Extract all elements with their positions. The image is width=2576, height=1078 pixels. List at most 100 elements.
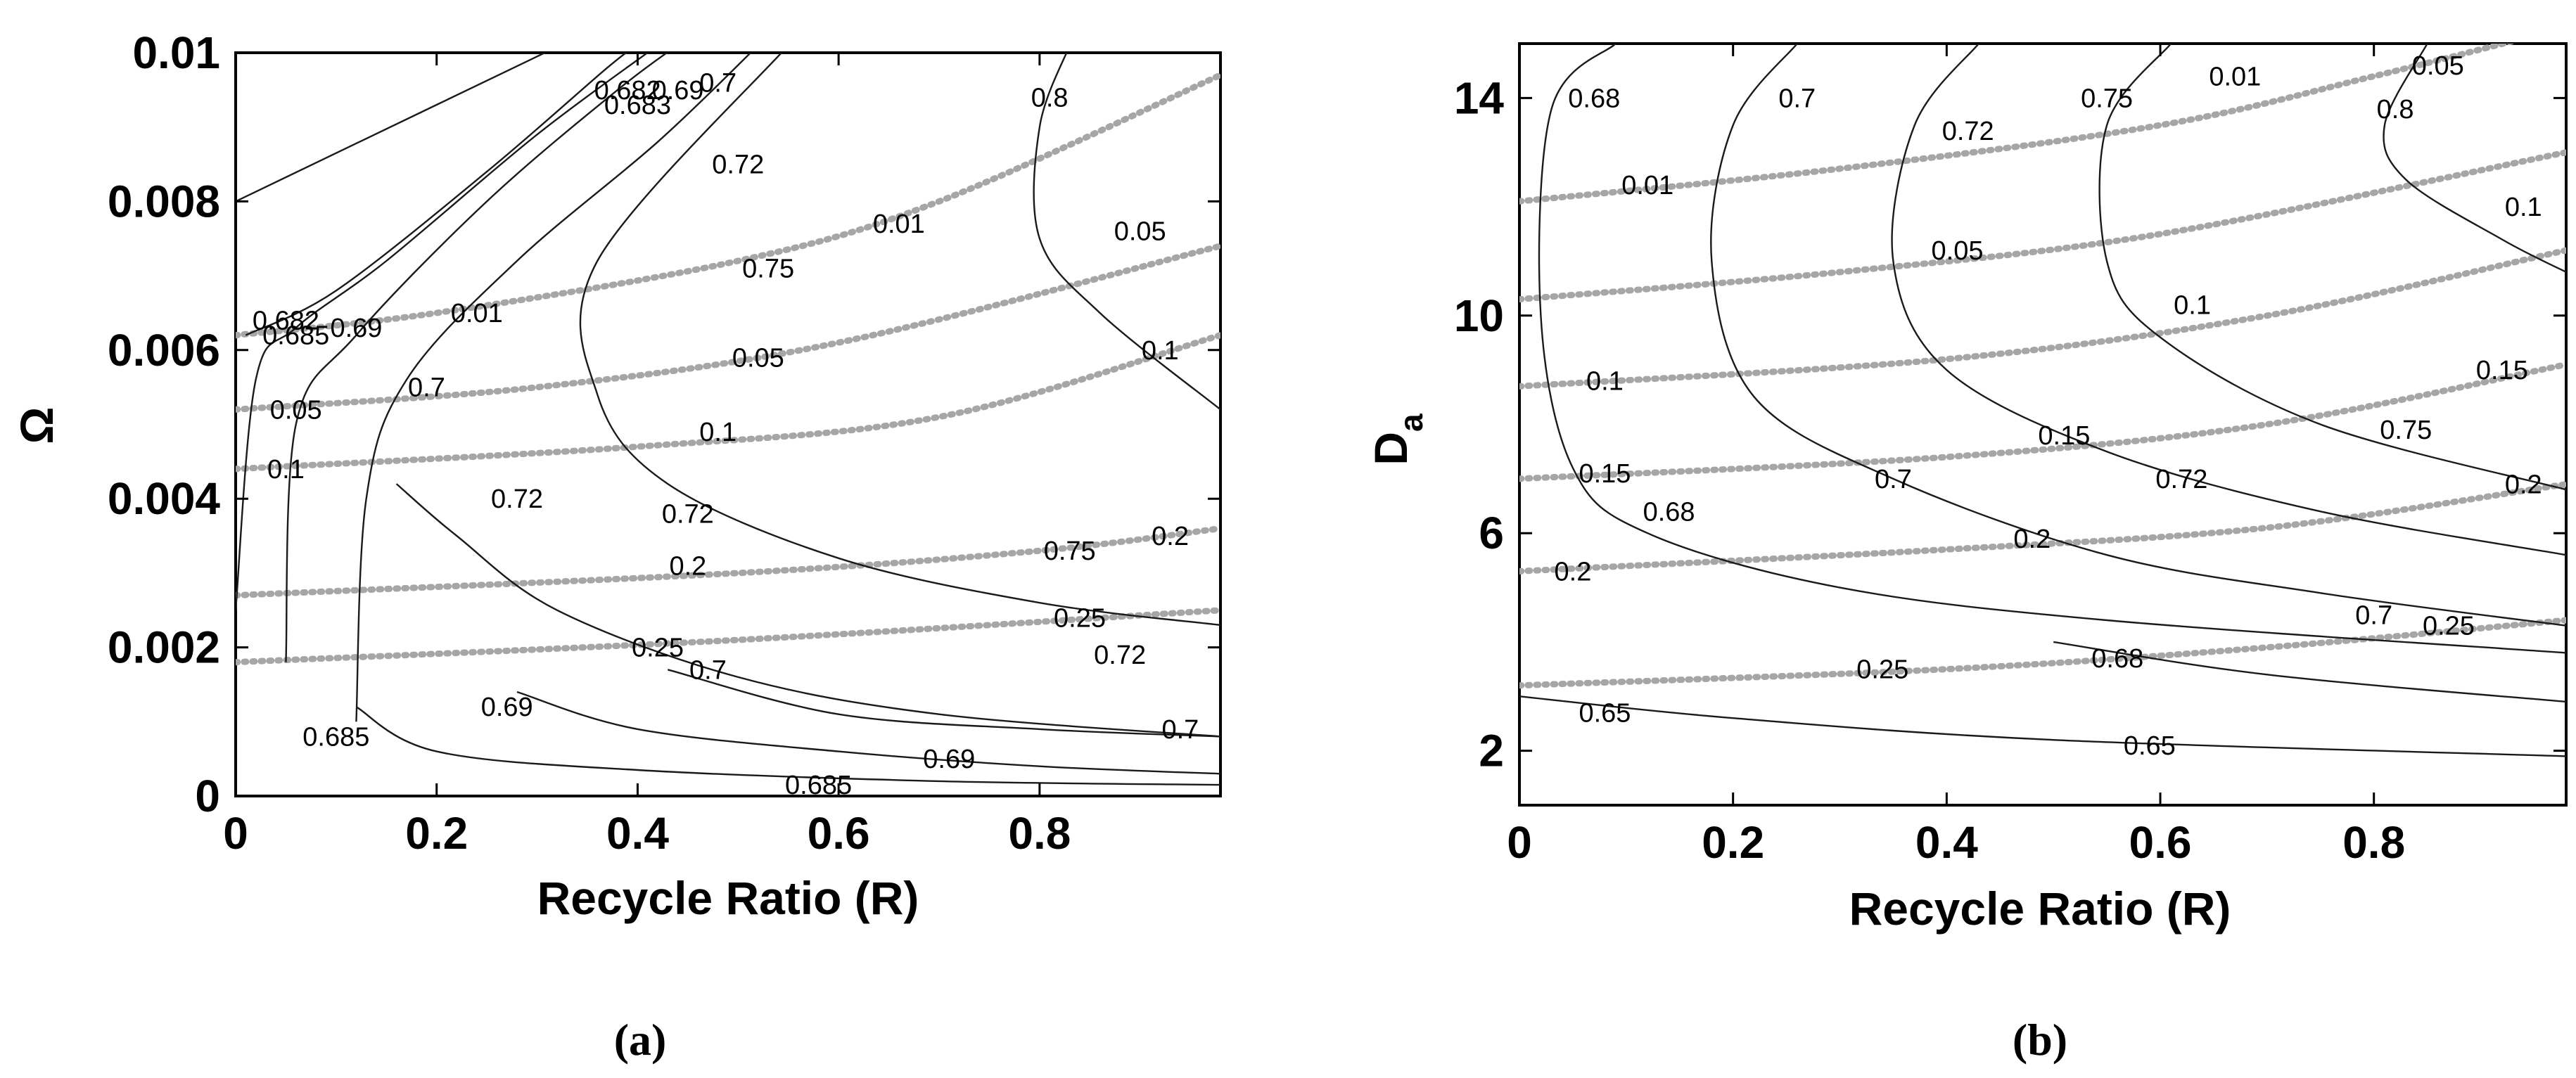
panel-a-solid-contour-label: 0.72 xyxy=(1094,641,1146,670)
panel-a-solid-contour-label: 0.72 xyxy=(491,485,543,514)
panel-a-x-tick-label: 0.6 xyxy=(808,808,870,859)
panel-b-x-tick-label: 0.8 xyxy=(2342,817,2405,868)
panel-b-chart: 0.01 0.05 0.01 0.05 0.1 0.1 0.1 0.15 0.15 0.15 0.2… xyxy=(1365,42,2568,1065)
panel-b-solid-contour-label: 0.8 xyxy=(2377,95,2414,124)
panel-a-x-tick-label: 0.4 xyxy=(606,808,669,859)
panel-b-contours xyxy=(1519,44,2566,757)
panel-b-y-axis-label-main: D xyxy=(1365,432,1417,466)
panel-b-solid-contour-label: 0.75 xyxy=(2380,416,2432,445)
panel-a-solid-contour-label: 0.72 xyxy=(662,499,714,529)
panel-b-y-tick-label: 10 xyxy=(1454,290,1504,341)
panel-a-contour-labels: 0.010.010.050.050.050.10.10.10.20.20.250… xyxy=(253,68,1199,800)
panel-b-dotted-contour-label: 0.25 xyxy=(1856,655,1908,685)
panel-a-dotted-contour-label: 0.05 xyxy=(1114,217,1166,247)
panel-a-solid-contour-0.75 xyxy=(579,53,1220,627)
panel-a-solid-contour-label: 0.75 xyxy=(742,255,794,284)
panel-a-solid-contour-label: 0.682 xyxy=(253,307,319,336)
panel-a-solid-contour-label: 0.69 xyxy=(652,76,704,105)
panel-a-solid-contour-label: 0.685 xyxy=(302,722,369,752)
panel-a-y-tick-label: 0.002 xyxy=(108,622,220,673)
panel-a-solid-contour-label: 0.682 xyxy=(594,76,661,105)
panel-a-ticks: 0 0.2 0.4 0.6 0.8 0 0.002 0.004 0.006 0.008 0.01 xyxy=(108,27,1220,859)
panel-b-dotted-contour-0.1 xyxy=(1519,247,2566,390)
panel-a-dotted-contour-label: 0.1 xyxy=(699,418,737,447)
panel-b-plot-frame xyxy=(1518,42,2568,807)
panel-a-solid-contour-label: 0.75 xyxy=(1044,537,1096,566)
panel-b-solid-contour-label: 0.68 xyxy=(1643,497,1695,527)
panel-a-x-axis-label: Recycle Ratio (R) xyxy=(537,872,919,924)
panel-b-dotted-contour-label: 0.01 xyxy=(2209,62,2261,91)
panel-a-solid-contour-0.685 xyxy=(236,53,649,610)
panel-a-solid-contour-0.685 xyxy=(355,706,1220,786)
panel-a-solid-contour-label: 0.685 xyxy=(785,771,852,800)
panel-a-solid-contour-label: 0.69 xyxy=(923,745,975,774)
panel-b-solid-contour-label: 0.65 xyxy=(1579,698,1631,728)
panel-b-dotted-contour-label: 0.1 xyxy=(2174,290,2211,320)
panel-b-dotted-contour-label: 0.15 xyxy=(1579,459,1631,489)
panel-b-dotted-contour-0.01 xyxy=(1519,44,2516,205)
panel-a-solid-contour-0.69 xyxy=(516,691,1220,775)
panel-b-solid-contour-0.68b xyxy=(2053,641,2566,703)
panel-a-dotted-contour-label: 0.01 xyxy=(451,299,503,328)
panel-a-dotted-contour-label: 0.1 xyxy=(1142,336,1179,366)
panel-b-solid-contour-label: 0.65 xyxy=(2124,731,2176,761)
panel-b-dotted-contour-label: 0.05 xyxy=(1932,236,1984,266)
panel-b-solid-contour-0.68 xyxy=(1538,44,2566,654)
panel-a-dotted-contour-0.01 xyxy=(236,72,1220,339)
panel-b-y-axis-label: Da xyxy=(1365,413,1429,466)
panel-a-solid-contour-0.8 xyxy=(1033,53,1220,411)
panel-a-solid-contour-0.682 xyxy=(236,53,547,203)
panel-b-dotted-contour-label: 0.1 xyxy=(1586,367,1624,397)
panel-a-x-tick-label: 0.8 xyxy=(1008,808,1071,859)
panel-b-dotted-contour-label: 0.1 xyxy=(2505,193,2542,222)
panel-a-y-axis-label: Ω xyxy=(11,407,63,444)
panel-a-solid-contour-label: 0.7 xyxy=(699,68,737,98)
panel-b-solid-contour-0.65 xyxy=(1519,695,2566,757)
panel-a-dotted-contour-label: 0.25 xyxy=(1054,603,1106,633)
panel-b-x-tick-label: 0 xyxy=(1507,817,1532,868)
panel-b-solid-contour-0.72 xyxy=(1891,44,2566,556)
panel-b-x-tick-label: 0.4 xyxy=(1915,817,1978,868)
panel-a-solid-contour-label: 0.72 xyxy=(712,150,764,180)
panel-a-solid-contour-0.72 xyxy=(395,483,1220,738)
panel-a-caption-label: (a) xyxy=(614,1015,667,1065)
panel-a-solid-contour-label: 0.683 xyxy=(604,91,671,120)
panel-b-dotted-contour-label: 0.15 xyxy=(2038,421,2090,451)
panel-b-solid-contour-label: 0.7 xyxy=(1778,84,1816,113)
panel-b-x-tick-label: 0.2 xyxy=(1702,817,1764,868)
panel-a-dotted-contour-label: 0.01 xyxy=(873,210,925,239)
panel-a-dotted-contour-label: 0.2 xyxy=(1152,522,1189,551)
panel-a-solid-contour-label: 0.7 xyxy=(408,373,445,403)
panel-b-contour-labels: 0.01 0.05 0.01 0.05 0.1 0.1 0.1 0.15 0.15 0.15 0.2… xyxy=(1555,51,2542,761)
panel-b-y-axis-label-subscript: a xyxy=(1393,413,1429,432)
panel-b-solid-contour-0.7 xyxy=(1710,44,2566,627)
panel-a-solid-contour-0.683 xyxy=(245,53,628,336)
panel-a-solid-contour-label: 0.8 xyxy=(1031,83,1069,113)
panel-b-solid-contour-label: 0.72 xyxy=(2155,465,2207,494)
panel-b-ticks: 0 0.2 0.4 0.6 0.8 2 6 10 14 xyxy=(1454,44,2566,868)
panel-a-dotted-contour-label: 0.05 xyxy=(270,395,322,425)
panel-a-dotted-contour-0.2 xyxy=(236,525,1220,599)
panel-a-y-tick-label: 0.008 xyxy=(108,176,220,226)
panel-b-dotted-contour-label: 0.15 xyxy=(2476,356,2528,385)
panel-b-dotted-contour-0.15 xyxy=(1519,361,2566,482)
panel-a-x-tick-label: 0.2 xyxy=(405,808,468,859)
panel-b-solid-contour-label: 0.7 xyxy=(2355,601,2392,630)
panel-a-y-tick-label: 0 xyxy=(195,771,220,821)
panel-b-solid-contour-label: 0.75 xyxy=(2081,84,2133,113)
panel-b-solid-contour-label: 0.72 xyxy=(1942,117,1994,146)
panel-b-dotted-contour-0.2 xyxy=(1519,481,2566,575)
panel-a-dotted-contour-label: 0.2 xyxy=(669,551,706,581)
panel-a-solid-contour-label: 0.69 xyxy=(481,693,533,722)
panel-b-y-tick-label: 2 xyxy=(1479,726,1504,776)
panel-a-dotted-contour-0.25 xyxy=(236,607,1220,666)
panel-b-solid-contour-label: 0.68 xyxy=(2091,644,2143,674)
panel-a-solid-contour-0.7 xyxy=(667,669,1220,738)
panel-a-solid-contour-label: 0.7 xyxy=(689,655,727,685)
panel-a-dotted-contour-0.05 xyxy=(236,243,1220,413)
panel-b-dotted-contour-label: 0.2 xyxy=(2505,470,2542,500)
panel-b-solid-contour-0.8 xyxy=(2383,44,2566,273)
panel-b-dotted-contour-0.25 xyxy=(1519,617,2566,689)
panel-a-y-tick-label: 0.01 xyxy=(132,27,220,78)
